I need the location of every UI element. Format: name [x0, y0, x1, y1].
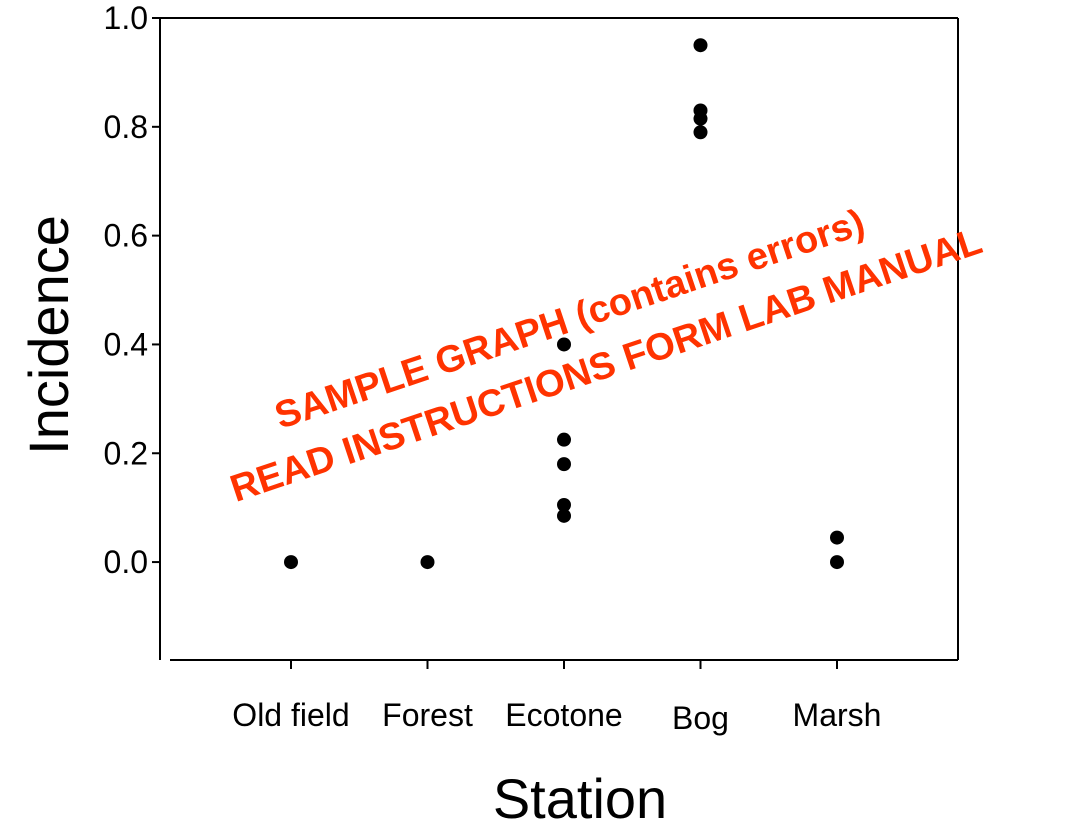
watermark-line-2: READ INSTRUCTIONS FORM LAB MANUAL [225, 220, 987, 510]
data-point [830, 530, 844, 545]
data-point [557, 337, 571, 352]
y-tick-label: 1.0 [104, 0, 148, 36]
data-point [693, 125, 708, 140]
data-points [284, 38, 844, 570]
y-tick-label: 0.6 [104, 218, 148, 254]
y-axis-title: Incidence [17, 215, 80, 455]
x-axis-title: Station [493, 767, 667, 825]
x-tick-label: Bog [672, 700, 729, 736]
y-tick-label: 0.4 [104, 326, 148, 362]
data-point [693, 111, 708, 126]
data-point [557, 508, 571, 523]
data-point [693, 38, 708, 53]
data-point [557, 497, 571, 512]
y-ticks: 0.0 0.2 0.4 0.6 0.8 1.0 [104, 0, 160, 580]
x-tick-label: Forest [382, 697, 473, 733]
data-point [830, 555, 844, 570]
x-tick-label: Ecotone [505, 697, 622, 733]
data-point [557, 457, 571, 472]
x-ticks: Old field Forest Ecotone Bog Marsh [232, 660, 881, 736]
data-point [557, 432, 571, 447]
y-tick-label: 0.0 [104, 544, 148, 580]
watermark: SAMPLE GRAPH (contains errors) READ INST… [225, 202, 987, 511]
axes [159, 17, 959, 661]
x-tick-label: Old field [232, 697, 349, 733]
x-tick-label: Marsh [793, 697, 882, 733]
y-tick-label: 0.2 [104, 435, 148, 471]
y-tick-label: 0.8 [104, 109, 148, 145]
data-point [284, 555, 298, 570]
data-point [420, 555, 435, 570]
